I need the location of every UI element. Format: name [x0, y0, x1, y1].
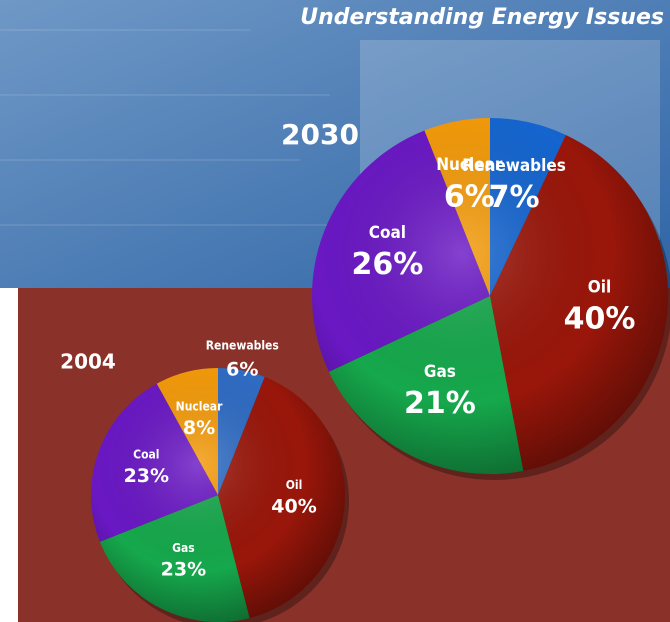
slice-label: Renewables: [206, 338, 279, 352]
slice-label: Oil: [286, 478, 303, 492]
slice-label: Coal: [133, 447, 159, 461]
slice-value-label: 21%: [404, 386, 476, 421]
slice-value-label: 26%: [351, 247, 423, 282]
slice-label: Renewables: [462, 156, 566, 176]
slice-value-label: 23%: [161, 559, 206, 581]
chart-title: 2004: [60, 350, 116, 374]
slice-value-label: 40%: [564, 302, 636, 337]
chart-title: 2030: [281, 118, 359, 151]
slice-value-label: 40%: [271, 495, 316, 517]
slice-label: Oil: [588, 277, 611, 297]
slice-label: Nuclear: [436, 155, 503, 175]
slice-label: Nuclear: [176, 399, 223, 413]
slice-value-label: 23%: [124, 465, 169, 487]
slice-label: Gas: [424, 362, 456, 382]
slice-label: Gas: [172, 541, 195, 555]
slice-label: Coal: [369, 223, 406, 243]
page-title: Understanding Energy Issues: [300, 5, 664, 30]
slice-value-label: 6%: [444, 179, 495, 214]
slice-value-label: 8%: [183, 417, 215, 439]
slice-value-label: 7%: [489, 180, 540, 215]
slice-value-label: 6%: [226, 358, 258, 380]
